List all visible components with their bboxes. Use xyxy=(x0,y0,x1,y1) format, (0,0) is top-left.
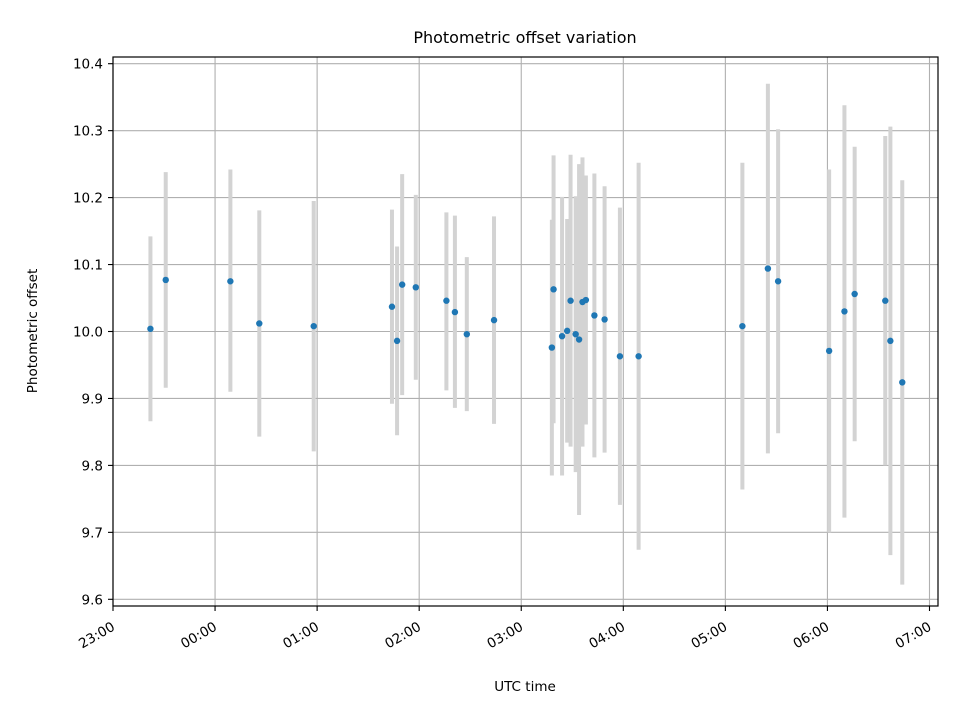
data-point xyxy=(451,308,459,316)
data-point xyxy=(635,353,642,360)
data-point xyxy=(227,278,234,285)
x-axis-label: UTC time xyxy=(494,679,556,695)
y-axis-label: Photometric offset xyxy=(25,269,41,393)
data-point xyxy=(393,337,401,345)
y-tick-label: 9.6 xyxy=(82,592,103,608)
data-point xyxy=(575,336,583,343)
y-tick-label: 10.1 xyxy=(73,258,103,274)
data-point xyxy=(162,276,169,284)
data-point xyxy=(398,281,406,288)
data-point xyxy=(256,320,263,327)
data-point xyxy=(310,322,317,330)
data-point xyxy=(899,379,906,386)
data-point xyxy=(388,303,396,310)
y-tick-label: 9.7 xyxy=(82,525,103,541)
data-point xyxy=(147,325,154,333)
data-point xyxy=(567,297,574,304)
data-point xyxy=(443,297,450,304)
data-point xyxy=(774,278,782,285)
data-point xyxy=(550,286,557,293)
data-point xyxy=(563,327,571,335)
data-point xyxy=(412,284,419,291)
y-tick-label: 10.3 xyxy=(73,124,103,140)
y-tick-label: 10.0 xyxy=(73,325,103,341)
data-point xyxy=(582,296,590,304)
data-point xyxy=(739,322,746,330)
data-point xyxy=(825,347,833,355)
data-point xyxy=(764,265,772,272)
data-point xyxy=(490,316,498,324)
data-point xyxy=(616,353,624,360)
data-point xyxy=(572,330,579,338)
data-points xyxy=(147,265,906,386)
data-point xyxy=(591,312,598,319)
chart-title: Photometric offset variation xyxy=(413,28,636,47)
data-point xyxy=(601,316,608,323)
data-point xyxy=(463,330,471,338)
data-point xyxy=(887,337,894,345)
y-tick-label: 10.4 xyxy=(73,57,103,73)
y-tick-label: 9.8 xyxy=(82,458,103,474)
y-tick-label: 9.9 xyxy=(82,391,103,407)
data-point xyxy=(882,297,889,304)
grid xyxy=(112,57,938,606)
data-point xyxy=(558,332,566,340)
data-point xyxy=(841,308,848,315)
data-point xyxy=(851,290,858,298)
data-point xyxy=(548,344,556,351)
y-tick-label: 10.2 xyxy=(73,191,103,207)
